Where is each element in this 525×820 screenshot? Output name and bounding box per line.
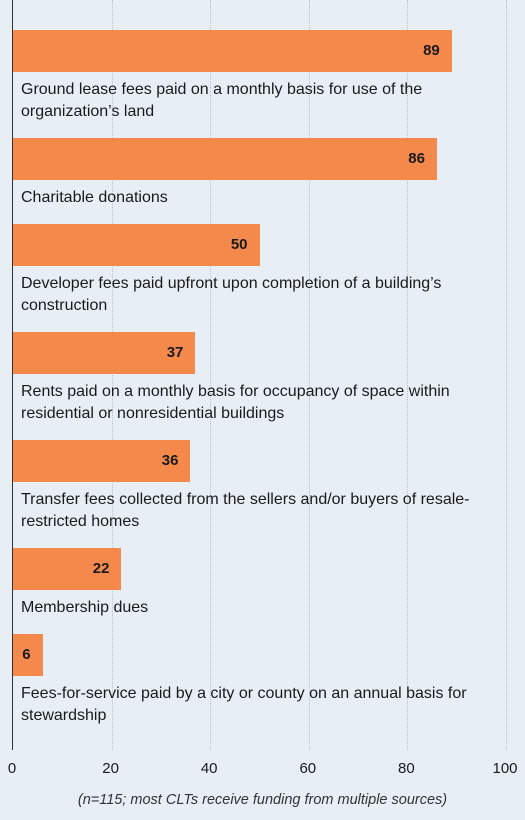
bar: 86: [13, 138, 437, 180]
grid-line: [308, 0, 310, 750]
grid-line: [111, 0, 113, 750]
grid-line: [210, 0, 212, 750]
x-tick-label: 0: [7, 760, 17, 777]
grid-line: [407, 0, 409, 750]
category-label: Ground lease fees paid on a monthly basi…: [21, 81, 423, 120]
bar: 37: [13, 332, 196, 374]
value-label: 36: [161, 452, 179, 469]
bar-row: 50 Developer fees paid upfront upon compl…: [13, 224, 513, 317]
value-label: 89: [423, 42, 440, 59]
bar: 89: [13, 30, 452, 72]
category-label: Membership dues: [21, 599, 149, 616]
x-tick-label: 80: [398, 760, 415, 777]
value-label: 50: [230, 236, 248, 253]
category-label: Transfer fees collected from the sellers…: [21, 491, 470, 530]
x-tick-label: 20: [102, 760, 119, 777]
value-label: 37: [166, 344, 184, 361]
bars: 89 Ground lease fees paid on a monthly ba…: [13, 30, 513, 742]
category-label: Fees-for-service paid by a city or count…: [21, 685, 467, 724]
bar-row: 37 Rents paid on a monthly basis for occu…: [13, 332, 513, 425]
bar: 36: [13, 440, 191, 482]
value-label: 22: [92, 560, 110, 577]
value-label: 6: [22, 646, 31, 663]
grid-line: [506, 0, 507, 750]
category-label: Rents paid on a monthly basis for occupa…: [21, 383, 450, 422]
value-label: 86: [408, 150, 425, 167]
category-label: Developer fees paid upfront upon complet…: [21, 275, 442, 314]
bar-row: 6 Fees-for-service paid by a city or coun…: [13, 634, 513, 727]
plot-area: 89 Ground lease fees paid on a monthly ba…: [12, 0, 507, 750]
bar-row: 86 Charitable donations: [13, 138, 513, 209]
x-tick-label: 60: [299, 760, 317, 777]
bar-row: 22 Membership dues: [13, 548, 513, 619]
bar-row: 89 Ground lease fees paid on a monthly ba…: [13, 30, 513, 123]
x-tick-label: 40: [200, 760, 218, 777]
footnote: (n=115; most CLTs receive funding from m…: [77, 792, 448, 808]
x-tick-label: 100: [492, 760, 518, 777]
bar-row: 36 Transfer fees collected from the selle…: [13, 440, 513, 533]
bar: 50: [13, 224, 260, 266]
bar: 22: [13, 548, 122, 590]
bar: 6: [13, 634, 43, 676]
category-label: Charitable donations: [21, 189, 168, 206]
